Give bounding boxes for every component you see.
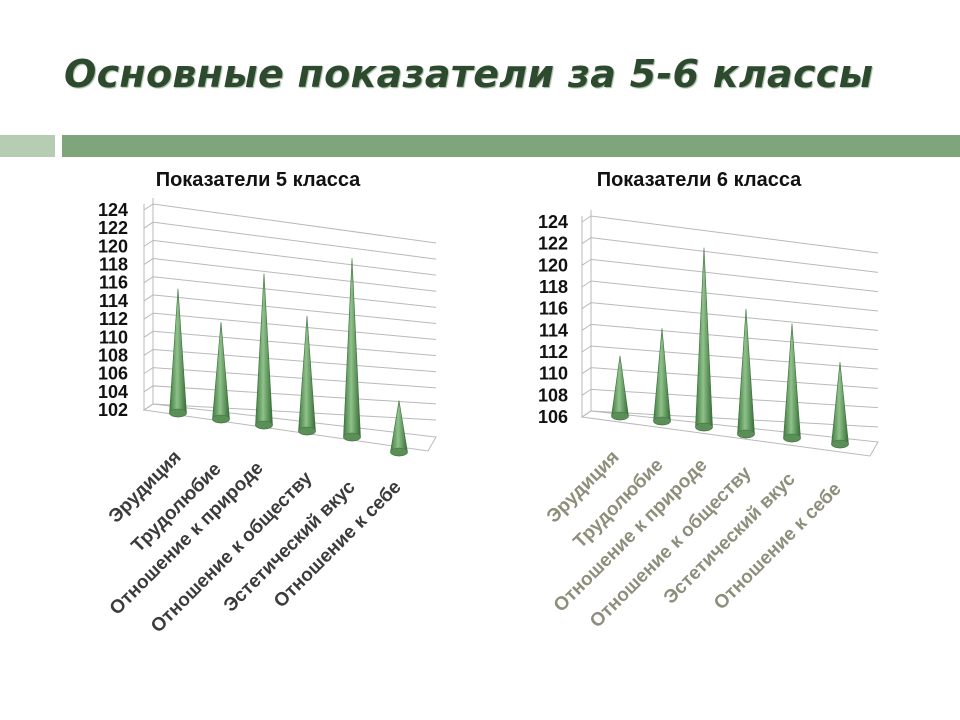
chart-title: Показатели 6 класса	[597, 169, 802, 191]
y-tick-label: 122	[98, 218, 128, 238]
cone-bar	[255, 273, 273, 430]
y-tick-label: 114	[539, 320, 568, 340]
y-tick-label: 112	[539, 342, 568, 362]
cone-bar	[390, 400, 408, 457]
cones	[611, 247, 849, 449]
cone-bar	[737, 308, 755, 439]
chart-5-class: Показатели 5 класса 10210410610811011211…	[98, 169, 437, 637]
cone-bar	[169, 288, 187, 418]
y-tick-label: 120	[98, 236, 128, 256]
cone-bar	[212, 322, 230, 424]
gridline	[581, 367, 879, 389]
y-tick-label: 124	[98, 200, 128, 220]
cone-bar	[695, 247, 713, 432]
y-tick-label: 108	[538, 385, 568, 405]
y-tick-label: 104	[98, 382, 128, 402]
gridline	[581, 215, 879, 254]
y-tick-label: 106	[98, 364, 128, 384]
floor	[580, 410, 879, 457]
slide-title: Основные показатели за 5-6 классы	[64, 52, 874, 96]
y-tick-label: 124	[538, 212, 568, 232]
gridline	[581, 258, 879, 293]
y-tick-label: 116	[99, 273, 128, 293]
chart-title: Показатели 5 класса	[156, 169, 361, 191]
y-tick-label: 108	[98, 345, 128, 365]
floor	[142, 403, 437, 452]
gridline	[581, 237, 879, 273]
y-tick-label: 118	[99, 255, 128, 275]
cone-bar	[298, 315, 316, 436]
cone-bar	[343, 258, 361, 442]
y-tick-label: 120	[538, 255, 568, 275]
y-tick-label: 110	[539, 364, 568, 384]
y-tick-label: 110	[99, 327, 128, 347]
cone-bar	[611, 355, 629, 421]
y-tick-label: 118	[539, 277, 568, 297]
grid	[142, 198, 437, 452]
accent-bar-left	[0, 135, 55, 157]
accent-bar-right	[62, 135, 960, 157]
y-tick-label: 122	[538, 234, 568, 254]
y-tick-label: 116	[539, 299, 568, 319]
cone-bar	[653, 328, 671, 426]
cone-bar	[783, 323, 801, 443]
grid	[580, 210, 879, 457]
y-tick-label: 102	[98, 400, 128, 420]
y-tick-label: 112	[99, 309, 128, 329]
y-tick-label: 106	[538, 407, 568, 427]
cones	[169, 258, 408, 457]
gridline	[581, 323, 879, 351]
cone-bar	[831, 362, 849, 449]
gridline	[581, 345, 879, 370]
y-tick-label: 114	[99, 291, 128, 311]
